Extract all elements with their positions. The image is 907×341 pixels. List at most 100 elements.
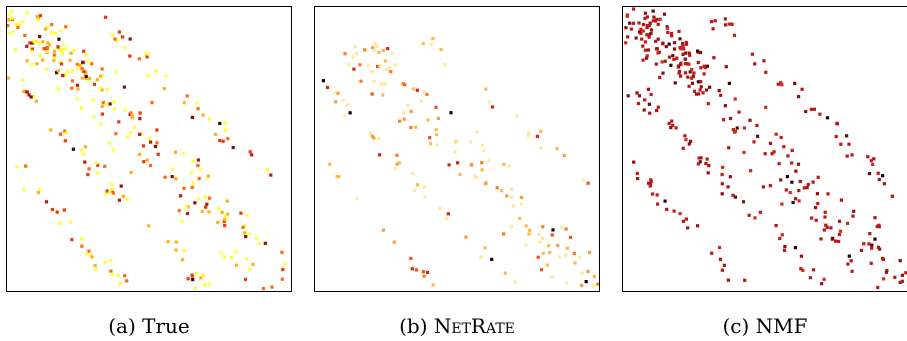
heatmap-cell — [805, 186, 809, 190]
heatmap-cell — [631, 21, 636, 25]
heatmap-cell — [144, 51, 148, 55]
heatmap-cell — [64, 25, 68, 29]
heatmap-cell — [185, 212, 190, 216]
heatmap-cell — [475, 130, 479, 134]
heatmap-panel-true — [6, 6, 292, 292]
heatmap-cell — [649, 178, 653, 182]
heatmap-cell — [741, 200, 746, 204]
heatmap-cell — [56, 87, 60, 91]
heatmap-cell — [731, 128, 735, 132]
heatmap-cell — [196, 107, 200, 111]
heatmap-cell — [114, 132, 118, 136]
caption-true: (a) True — [6, 314, 292, 338]
heatmap-cell — [735, 126, 739, 130]
heatmap-cell — [550, 275, 554, 279]
heatmap-cell — [261, 286, 265, 291]
heatmap-cell — [385, 68, 389, 72]
heatmap-cell — [325, 85, 330, 89]
heatmap-cell — [203, 195, 207, 199]
heatmap-cell — [193, 201, 197, 205]
heatmap-cell — [720, 173, 724, 177]
heatmap-cell — [190, 273, 194, 277]
heatmap-cell — [699, 66, 703, 70]
heatmap-cell — [658, 17, 662, 21]
heatmap-cell — [130, 116, 134, 120]
heatmap-cell — [87, 167, 91, 171]
heatmap-cell — [686, 226, 690, 230]
heatmap-cell — [178, 194, 183, 198]
heatmap-cell — [727, 22, 731, 26]
heatmap-cell — [869, 261, 873, 265]
heatmap-cell — [55, 210, 59, 214]
heatmap-cell — [193, 286, 197, 290]
heatmap-cell — [70, 79, 75, 83]
heatmap-cell — [58, 49, 62, 53]
heatmap-cell — [59, 62, 64, 66]
heatmap-cell — [283, 262, 287, 266]
heatmap-cell — [867, 172, 872, 176]
heatmap-cell — [898, 259, 902, 263]
heatmap-cell — [691, 74, 695, 78]
heatmap-cell — [898, 280, 902, 284]
heatmap-cell — [580, 283, 584, 287]
heatmap-cell — [704, 161, 708, 166]
heatmap-cell — [816, 201, 820, 206]
heatmap-cell — [537, 232, 541, 236]
heatmap-cell — [101, 101, 105, 105]
heatmap-cell — [438, 206, 442, 211]
heatmap-cell — [640, 37, 644, 41]
heatmap-cell — [389, 70, 393, 74]
heatmap-cell — [7, 18, 11, 22]
heatmap-cell — [663, 59, 667, 63]
heatmap-cell — [138, 152, 142, 156]
heatmap-cell — [370, 134, 374, 138]
heatmap-cell — [655, 108, 659, 113]
heatmap-cell — [75, 83, 80, 87]
heatmap-cell — [779, 178, 783, 182]
heatmap-cell — [381, 93, 385, 97]
heatmap-cell — [245, 257, 249, 261]
heatmap-cell — [129, 170, 133, 174]
heatmap-cell — [677, 71, 681, 75]
heatmap-cell — [422, 185, 426, 189]
heatmap-cell — [21, 78, 25, 82]
heatmap-cell — [219, 251, 223, 255]
heatmap-cell — [645, 56, 649, 60]
heatmap-cell — [370, 92, 374, 96]
heatmap-cell — [118, 282, 122, 286]
heatmap-cell — [573, 261, 577, 265]
heatmap-cell — [502, 162, 506, 166]
heatmap-cell — [222, 255, 226, 259]
heatmap-cell — [648, 182, 652, 186]
heatmap-cell — [213, 132, 218, 136]
heatmap-cell — [660, 60, 664, 64]
heatmap-nmf — [622, 6, 907, 292]
heatmap-cell — [696, 49, 700, 53]
heatmap-cell — [182, 186, 186, 190]
heatmap-cell — [70, 238, 74, 242]
heatmap-cell — [431, 283, 435, 287]
heatmap-cell — [92, 115, 96, 119]
heatmap-cell — [96, 163, 100, 167]
heatmap-cell — [141, 144, 146, 148]
heatmap-cell — [114, 70, 118, 74]
heatmap-cell — [413, 188, 417, 192]
heatmap-cell — [647, 35, 651, 39]
heatmap-cell — [647, 181, 651, 185]
heatmap-cell — [208, 196, 212, 200]
heatmap-cell — [378, 153, 382, 157]
heatmap-cell — [68, 58, 72, 62]
heatmap-cell — [681, 52, 685, 56]
heatmap-cell — [111, 148, 115, 152]
heatmap-cell — [568, 235, 573, 239]
heatmap-cell — [756, 134, 760, 138]
heatmap-cell — [664, 45, 668, 49]
heatmap-cell — [790, 180, 794, 184]
heatmap-cell — [110, 187, 114, 191]
heatmap-cell — [666, 30, 670, 35]
heatmap-cell — [798, 179, 802, 184]
heatmap-cell — [656, 202, 660, 206]
heatmap-cell — [269, 173, 273, 177]
heatmap-cell — [425, 92, 429, 97]
heatmap-cell — [263, 241, 267, 245]
